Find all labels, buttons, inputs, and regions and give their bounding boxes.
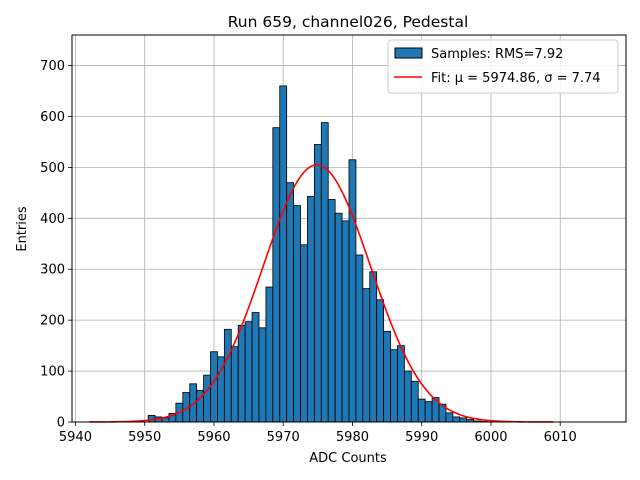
histogram-bar xyxy=(258,327,267,423)
y-tick-label: 400 xyxy=(40,212,65,227)
legend-fit-label: Fit: μ = 5974.86, σ = 7.74 xyxy=(431,71,601,86)
histogram-bar xyxy=(348,159,357,423)
histogram-bar xyxy=(334,212,343,423)
histogram-bar xyxy=(390,349,398,423)
histogram-bar xyxy=(265,286,274,423)
histogram-bar xyxy=(293,205,301,423)
y-axis-label: Entries xyxy=(15,206,30,252)
y-tick-label: 200 xyxy=(40,314,65,329)
histogram-bar xyxy=(445,412,454,423)
axes-frame xyxy=(71,34,627,423)
histogram-bar xyxy=(272,127,281,423)
y-tick-label: 600 xyxy=(40,110,65,125)
histogram-bar xyxy=(410,380,419,423)
histogram-bar xyxy=(279,85,288,423)
x-tick-label: 5990 xyxy=(405,430,438,445)
y-tick-label: 300 xyxy=(40,263,65,278)
histogram-bar xyxy=(307,196,315,423)
legend-box xyxy=(387,39,619,94)
histogram-bar xyxy=(376,299,385,423)
y-tick-label: 500 xyxy=(40,161,65,176)
legend-histogram-label: Samples: RMS=7.92 xyxy=(431,47,563,62)
y-tick-label: 700 xyxy=(40,59,65,74)
histogram-bar xyxy=(327,199,336,423)
histogram-bar xyxy=(286,182,294,423)
x-tick-label: 5980 xyxy=(336,430,369,445)
plot-area: 5940 5950 5960 5970 5980 5990 6000 6010 0 100 200 3… xyxy=(40,34,627,445)
histogram-bar xyxy=(244,321,253,423)
histogram-bar xyxy=(383,330,391,423)
histogram-bar xyxy=(237,324,246,423)
x-tick-label: 5970 xyxy=(267,430,300,445)
legend-histogram-swatch xyxy=(394,47,423,59)
histogram-bar xyxy=(459,417,468,423)
histogram-bar xyxy=(362,288,371,423)
histogram-bar xyxy=(355,254,364,423)
x-tick-label: 5960 xyxy=(197,430,230,445)
histogram-bar xyxy=(341,220,350,423)
histogram-bar xyxy=(210,351,218,423)
x-tick-label: 5940 xyxy=(59,430,92,445)
histogram-bar xyxy=(230,346,239,423)
x-tick-label: 6010 xyxy=(544,430,577,445)
x-axis-label: ADC Counts xyxy=(309,451,387,466)
histogram-bar xyxy=(424,401,433,423)
x-tick-label: 5950 xyxy=(128,430,161,445)
histogram-bar xyxy=(203,374,211,423)
fit-curve xyxy=(89,164,554,423)
histogram-bar xyxy=(300,244,308,423)
y-tick-label: 0 xyxy=(57,416,65,431)
histogram-bar xyxy=(403,370,412,423)
histogram-bar xyxy=(251,312,260,423)
histogram-bar xyxy=(313,144,322,423)
legend: Samples: RMS=7.92 Fit: μ = 5974.86, σ = … xyxy=(387,39,619,94)
x-tick-label: 6000 xyxy=(474,430,507,445)
histogram-bar xyxy=(223,328,232,423)
chart-title: Run 659, channel026, Pedestal xyxy=(228,13,469,31)
histogram-bar xyxy=(452,416,461,423)
histogram-bar xyxy=(369,271,378,423)
histogram-bar xyxy=(397,345,405,423)
y-tick-label: 100 xyxy=(40,365,65,380)
histogram-bar xyxy=(417,398,426,423)
